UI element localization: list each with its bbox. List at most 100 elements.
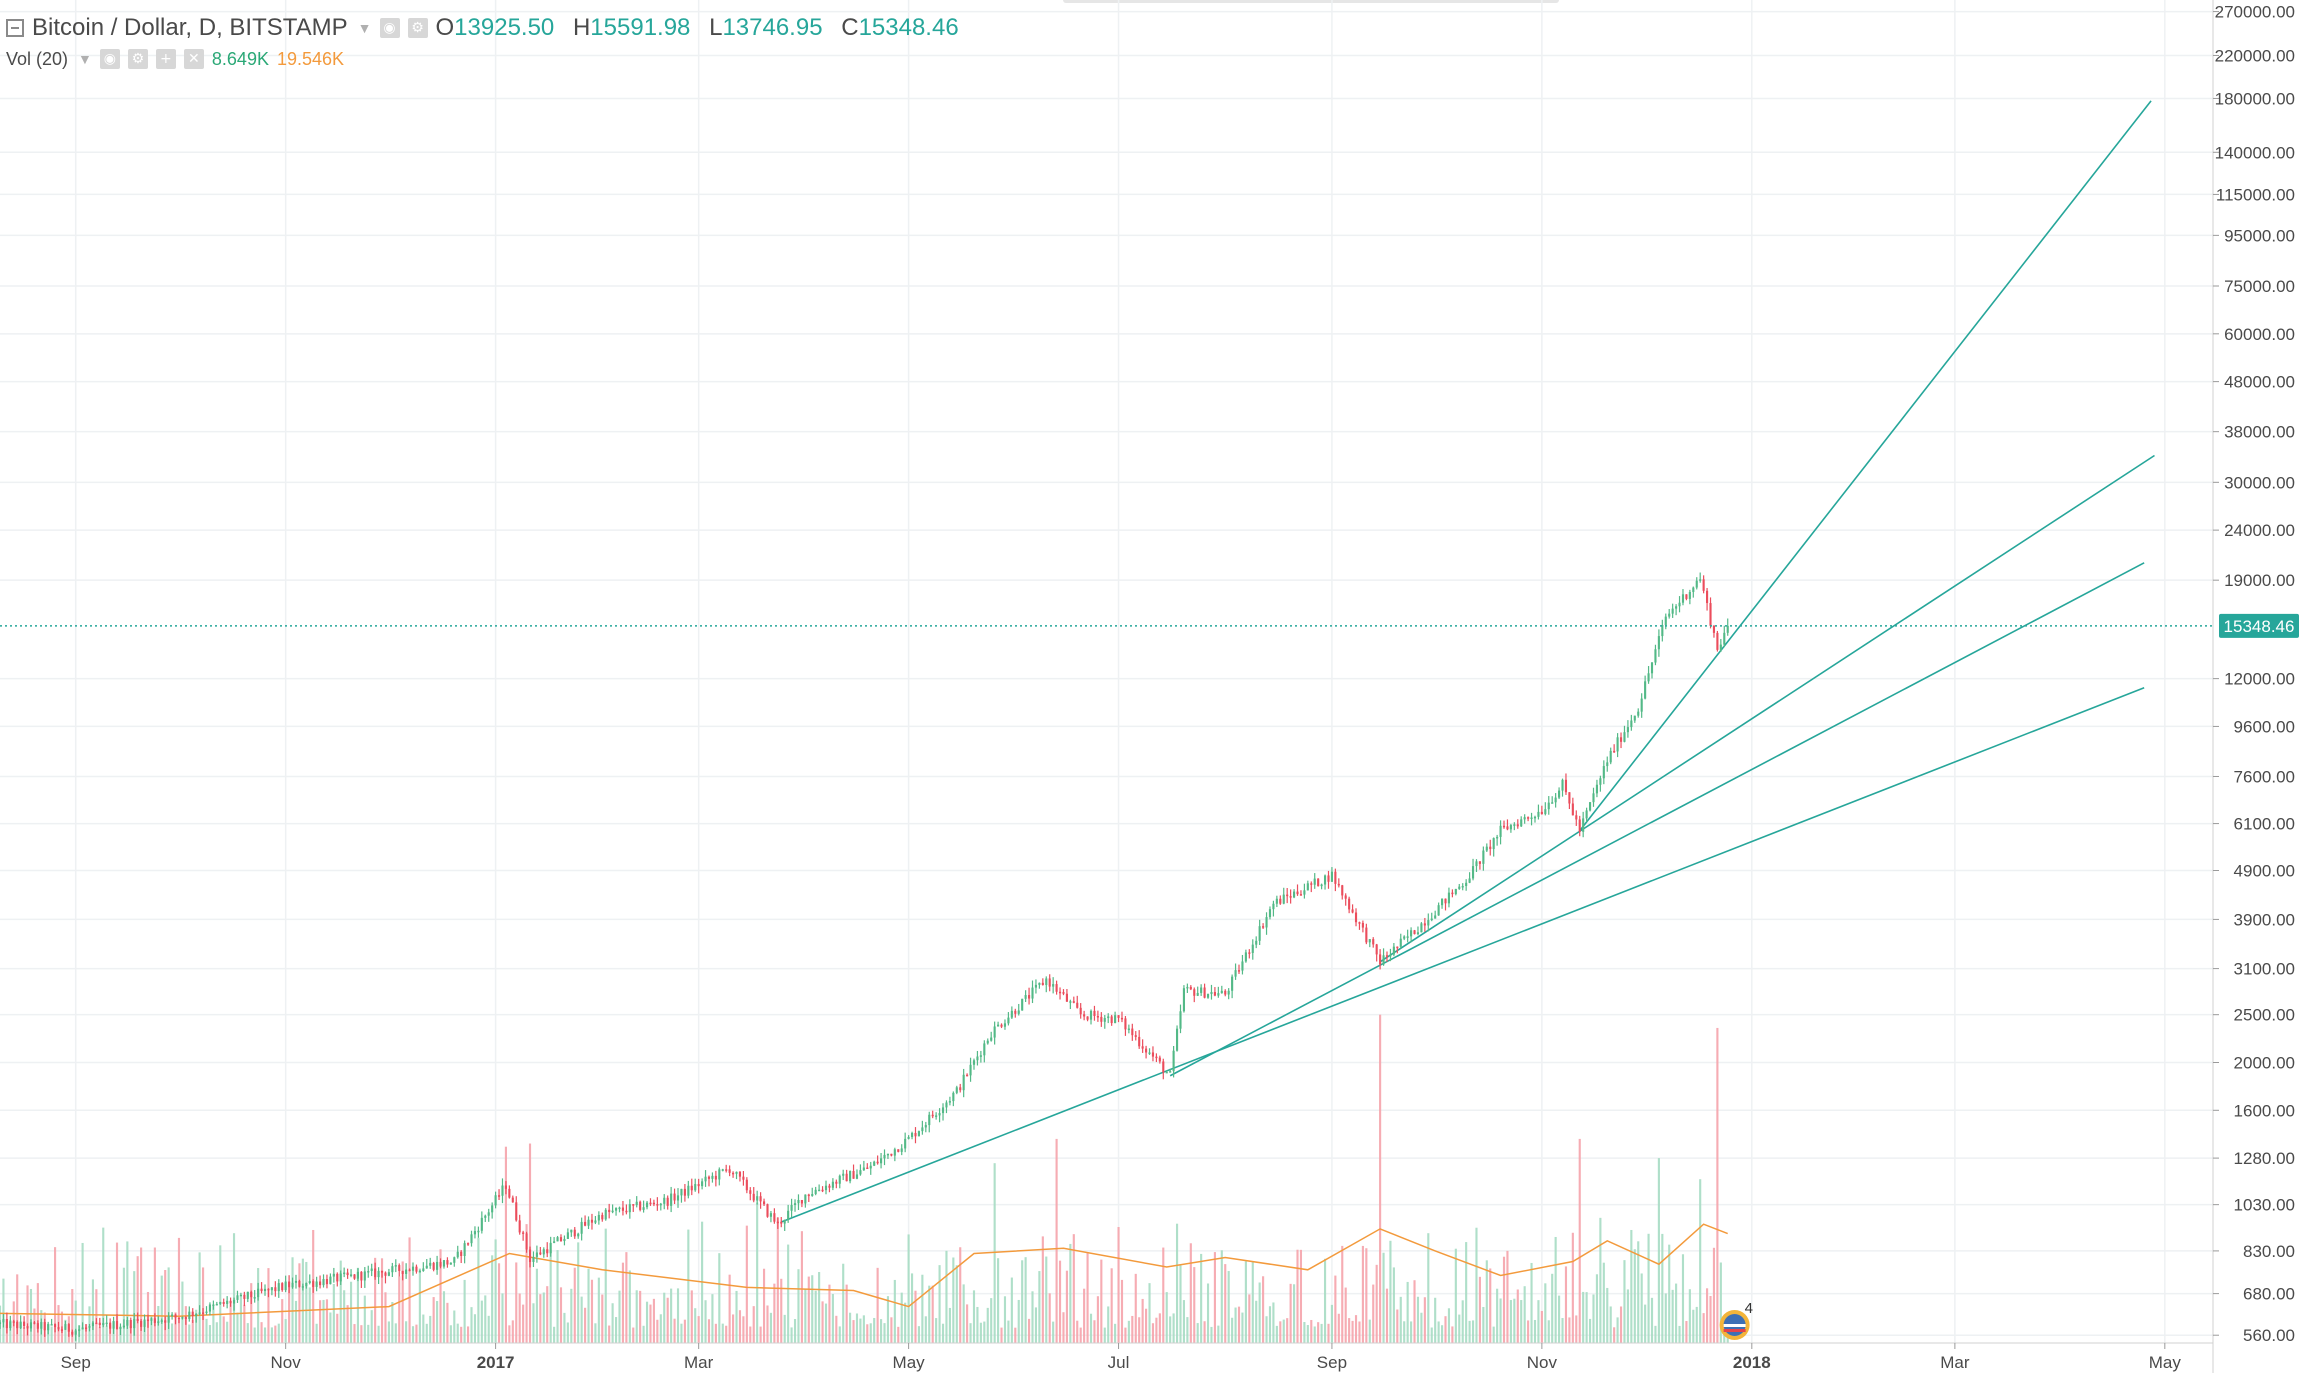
candle-body	[694, 1184, 697, 1191]
close-value: 15348.46	[858, 14, 959, 41]
volume-bar	[776, 1217, 779, 1343]
volume-bar	[676, 1288, 680, 1343]
volume-bar	[590, 1279, 594, 1343]
add-icon[interactable]: +	[155, 49, 176, 69]
volume-bar	[267, 1268, 270, 1343]
candle-body	[1289, 896, 1292, 898]
volume-bar	[167, 1267, 170, 1343]
candle-body	[1196, 992, 1199, 996]
candle-body	[1465, 882, 1468, 886]
candle-body	[924, 1125, 927, 1128]
volume-bar	[1014, 1327, 1017, 1343]
volume-bar	[260, 1322, 263, 1343]
candle-body	[78, 1329, 81, 1331]
candle-body	[84, 1327, 88, 1329]
candle-body	[367, 1271, 370, 1273]
candle-body	[1038, 982, 1041, 985]
volume-bar	[281, 1299, 284, 1343]
volume-bar	[1151, 1323, 1155, 1343]
volume-bar	[1516, 1289, 1519, 1343]
candle-body	[60, 1329, 64, 1331]
volume-bar	[866, 1324, 869, 1343]
candle-body	[205, 1311, 208, 1314]
chevron-down-icon[interactable]: ▼	[78, 51, 92, 67]
volume-bar	[1509, 1300, 1512, 1343]
volume-bar	[780, 1278, 783, 1343]
candle-body	[1341, 885, 1344, 896]
candle-body	[969, 1064, 972, 1076]
chevron-down-icon[interactable]: ▼	[357, 20, 372, 36]
candle-body	[690, 1185, 693, 1191]
candle-body	[787, 1210, 790, 1220]
candle-body	[1003, 1023, 1007, 1027]
candle-body	[95, 1322, 98, 1325]
volume-bar	[790, 1327, 793, 1343]
volume-bar	[53, 1247, 57, 1343]
candle-body	[1303, 890, 1306, 895]
volume-bar	[704, 1300, 707, 1343]
volume-bar	[966, 1304, 969, 1343]
volume-bar	[1544, 1283, 1547, 1343]
settings-icon[interactable]: ⚙	[127, 49, 148, 69]
volume-title[interactable]: Vol (20)	[6, 48, 69, 69]
volume-bar	[398, 1276, 401, 1343]
candle-body	[618, 1207, 621, 1210]
volume-bar	[831, 1293, 834, 1343]
candle-body	[1609, 750, 1612, 763]
candle-body	[1485, 846, 1488, 851]
candle-body	[886, 1153, 890, 1156]
candle-body	[1310, 883, 1313, 885]
candle-body	[762, 1201, 766, 1205]
candle-body	[511, 1197, 514, 1203]
candle-body	[711, 1175, 714, 1179]
volume-bar	[1337, 1313, 1340, 1343]
candle-body	[670, 1193, 673, 1206]
candle-body	[270, 1287, 273, 1291]
volume-bar	[1079, 1327, 1082, 1343]
volume-bar	[1354, 1315, 1358, 1343]
settings-icon[interactable]: ⚙	[407, 18, 428, 38]
volume-bar	[1107, 1306, 1110, 1343]
candle-body	[1688, 591, 1691, 599]
candle-body	[855, 1174, 859, 1179]
candle-body	[904, 1138, 907, 1149]
time-tick-label: 2018	[1733, 1353, 1771, 1372]
candle-body	[1086, 1016, 1089, 1020]
visibility-icon[interactable]: ◉	[99, 49, 120, 69]
volume-bar	[1237, 1306, 1241, 1343]
volume-bar	[463, 1279, 466, 1343]
candle-body	[53, 1324, 57, 1328]
volume-bar	[325, 1299, 329, 1343]
volume-bar	[1065, 1270, 1068, 1343]
candle-body	[153, 1318, 156, 1323]
close-icon[interactable]: ✕	[183, 49, 204, 69]
collapse-legend-icon[interactable]	[6, 19, 24, 37]
candle-body	[480, 1217, 483, 1231]
price-tick-label: 38000.00	[2224, 423, 2295, 442]
visibility-icon[interactable]: ◉	[379, 18, 400, 38]
volume-bar	[904, 1302, 907, 1343]
volume-bar	[446, 1302, 449, 1343]
volume-bar	[133, 1271, 136, 1343]
volume-bar	[680, 1323, 683, 1343]
candle-body	[1069, 1001, 1072, 1003]
volume-bar	[663, 1292, 666, 1343]
volume-bar	[1179, 1265, 1182, 1343]
fan-line	[1379, 454, 2155, 963]
candle-body	[9, 1321, 12, 1329]
candle-body	[639, 1201, 642, 1210]
volume-bar	[298, 1263, 301, 1343]
volume-bar	[23, 1327, 26, 1343]
volume-bar	[1293, 1284, 1296, 1343]
volume-bar	[439, 1249, 442, 1343]
volume-bar	[1045, 1256, 1048, 1343]
candle-body	[439, 1261, 442, 1267]
volume-bar	[1275, 1325, 1278, 1343]
volume-bar	[880, 1319, 883, 1343]
volume-bar	[931, 1285, 934, 1343]
volume-bar	[611, 1303, 614, 1343]
candle-body	[1361, 922, 1364, 928]
symbol-title[interactable]: Bitcoin / Dollar, D, BITSTAMP	[32, 14, 348, 41]
volume-bar	[1458, 1314, 1461, 1343]
